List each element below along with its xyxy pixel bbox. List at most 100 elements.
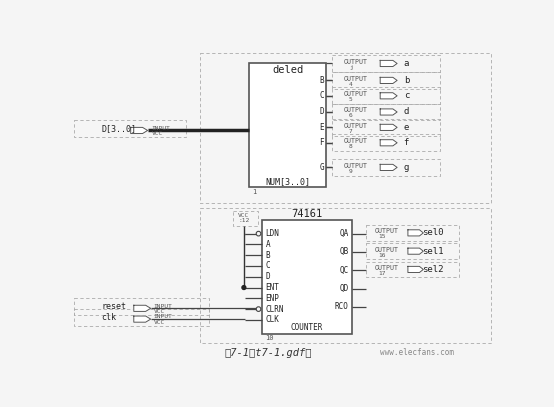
Text: deled: deled xyxy=(272,66,304,75)
Text: NUM[3..0]: NUM[3..0] xyxy=(265,177,310,186)
Polygon shape xyxy=(380,109,397,115)
Text: 7: 7 xyxy=(349,129,353,134)
Text: OUTPUT: OUTPUT xyxy=(343,76,367,82)
Text: INPUT: INPUT xyxy=(154,304,172,309)
Text: OUTPUT: OUTPUT xyxy=(375,228,399,234)
Text: OUTPUT: OUTPUT xyxy=(375,265,399,271)
Polygon shape xyxy=(380,93,397,99)
Text: A: A xyxy=(265,240,270,249)
Text: OUTPUT: OUTPUT xyxy=(375,247,399,253)
Text: www.elecfans.com: www.elecfans.com xyxy=(380,348,454,357)
Bar xyxy=(261,220,352,334)
Text: c: c xyxy=(404,91,409,100)
Polygon shape xyxy=(131,127,147,133)
Text: RCO: RCO xyxy=(335,302,348,311)
Text: QC: QC xyxy=(340,266,348,275)
Text: E: E xyxy=(319,123,324,132)
Text: 15: 15 xyxy=(378,234,386,239)
Text: VCC: VCC xyxy=(238,213,249,218)
Text: g: g xyxy=(404,163,409,172)
Text: a: a xyxy=(404,59,409,68)
Text: QA: QA xyxy=(340,229,348,238)
Text: C: C xyxy=(319,91,324,100)
Text: CLRN: CLRN xyxy=(265,304,284,314)
Text: VCC: VCC xyxy=(154,319,165,325)
Bar xyxy=(332,55,440,72)
Text: QB: QB xyxy=(340,247,348,256)
Polygon shape xyxy=(380,124,397,131)
Text: 17: 17 xyxy=(378,271,386,276)
Bar xyxy=(332,103,440,120)
Bar xyxy=(332,134,440,151)
Bar xyxy=(74,120,186,138)
Text: F: F xyxy=(319,138,324,147)
Text: :12: :12 xyxy=(238,218,249,223)
Bar xyxy=(366,262,459,277)
Bar xyxy=(233,210,258,226)
Text: OUTPUT: OUTPUT xyxy=(343,107,367,114)
Bar xyxy=(366,225,459,241)
Text: 74161: 74161 xyxy=(291,209,322,219)
Text: B: B xyxy=(319,76,324,85)
Text: OUTPUT: OUTPUT xyxy=(343,123,367,129)
Text: D: D xyxy=(265,272,270,281)
Bar xyxy=(332,119,440,136)
Text: sel1: sel1 xyxy=(422,247,443,256)
Bar xyxy=(332,72,440,89)
Text: VCC: VCC xyxy=(154,309,165,314)
Text: LDN: LDN xyxy=(265,229,279,238)
Text: G: G xyxy=(319,163,324,172)
Polygon shape xyxy=(408,230,423,236)
Text: 6: 6 xyxy=(349,113,353,118)
Bar xyxy=(366,243,459,259)
Polygon shape xyxy=(408,266,423,273)
Bar xyxy=(74,298,209,315)
Text: 图7-1（t7-1.gdf）: 图7-1（t7-1.gdf） xyxy=(224,348,312,358)
Text: COUNTER: COUNTER xyxy=(291,323,323,332)
Text: f: f xyxy=(404,138,409,147)
Polygon shape xyxy=(134,316,151,322)
Text: 8: 8 xyxy=(349,144,353,149)
Text: j: j xyxy=(349,65,353,70)
Text: 10: 10 xyxy=(265,335,273,341)
Text: B: B xyxy=(265,251,270,260)
Text: e: e xyxy=(404,123,409,132)
Text: D: D xyxy=(319,107,324,116)
Text: 9: 9 xyxy=(349,169,353,174)
Polygon shape xyxy=(408,248,423,254)
Bar xyxy=(332,159,440,176)
Bar xyxy=(249,63,326,188)
Text: 5: 5 xyxy=(349,97,353,102)
Text: D[3..0]: D[3..0] xyxy=(101,125,136,133)
Text: b: b xyxy=(404,76,409,85)
Text: sel2: sel2 xyxy=(422,265,443,274)
Text: INPUT: INPUT xyxy=(154,314,172,319)
Bar xyxy=(332,88,440,104)
Text: 16: 16 xyxy=(378,252,386,258)
Text: clk: clk xyxy=(101,313,116,322)
Text: C: C xyxy=(265,261,270,271)
Text: OUTPUT: OUTPUT xyxy=(343,163,367,169)
Bar xyxy=(74,309,209,326)
Text: INPUT: INPUT xyxy=(151,126,170,131)
Text: sel0: sel0 xyxy=(422,228,443,237)
Bar xyxy=(200,53,491,203)
Bar xyxy=(200,208,491,343)
Polygon shape xyxy=(380,77,397,83)
Text: OUTPUT: OUTPUT xyxy=(343,91,367,97)
Text: 1: 1 xyxy=(253,189,257,195)
Text: CLK: CLK xyxy=(265,315,279,324)
Text: reset: reset xyxy=(101,302,126,311)
Text: OUTPUT: OUTPUT xyxy=(343,138,367,144)
Polygon shape xyxy=(380,60,397,67)
Text: ENP: ENP xyxy=(265,294,279,303)
Text: VCC: VCC xyxy=(151,131,163,136)
Text: QD: QD xyxy=(340,284,348,293)
Polygon shape xyxy=(380,140,397,146)
Circle shape xyxy=(242,286,246,289)
Text: 4: 4 xyxy=(349,82,353,87)
Text: ENT: ENT xyxy=(265,283,279,292)
Text: d: d xyxy=(404,107,409,116)
Polygon shape xyxy=(134,305,151,311)
Text: OUTPUT: OUTPUT xyxy=(343,59,367,65)
